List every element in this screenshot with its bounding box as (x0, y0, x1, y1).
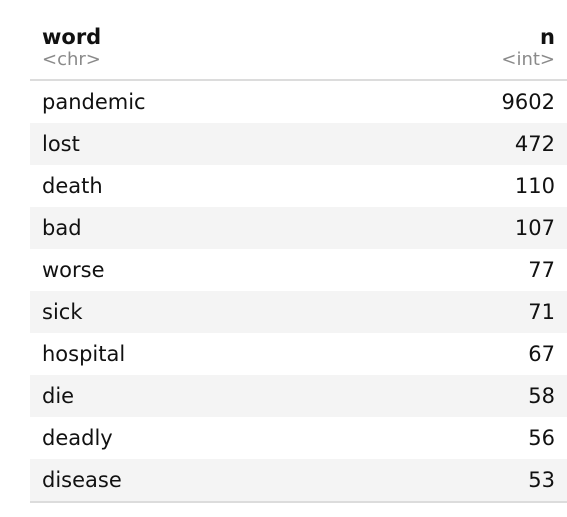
table-row: disease 53 (30, 459, 567, 503)
cell-word: deadly (42, 426, 113, 450)
column-header-word: word <chr> (30, 0, 350, 81)
cell-n: 58 (350, 375, 567, 417)
header-row: word <chr> n <int> (30, 0, 567, 81)
column-header-n: n <int> (350, 0, 567, 81)
cell-word: pandemic (42, 90, 146, 114)
column-name-n: n (540, 25, 555, 49)
cell-n: 107 (350, 207, 567, 249)
column-type-word: <chr> (42, 49, 101, 70)
table-row: pandemic 9602 (30, 80, 567, 123)
table-header: word <chr> n <int> (30, 0, 567, 81)
column-name-word: word (42, 25, 102, 49)
cell-n: 472 (350, 123, 567, 165)
cell-n: 110 (514, 174, 555, 198)
cell-n: 77 (528, 258, 555, 282)
table-row: hospital 67 (30, 333, 567, 375)
cell-word: lost (30, 123, 350, 165)
table-row: worse 77 (30, 249, 567, 291)
table-row: deadly 56 (30, 417, 567, 459)
cell-word: die (30, 375, 350, 417)
table-row: die 58 (30, 375, 567, 417)
table-row: lost 472 (30, 123, 567, 165)
cell-word: bad (30, 207, 350, 249)
word-count-table: word <chr> n <int> pandemic 9602 lost 47… (30, 0, 567, 503)
column-type-n: <int> (501, 49, 555, 70)
cell-word: death (42, 174, 103, 198)
table-row: sick 71 (30, 291, 567, 333)
cell-n: 53 (350, 459, 567, 503)
cell-n: 9602 (501, 90, 555, 114)
table-row: bad 107 (30, 207, 567, 249)
cell-n: 71 (350, 291, 567, 333)
cell-word: worse (42, 258, 105, 282)
table-body: pandemic 9602 lost 472 death 110 bad 107… (30, 80, 567, 503)
table-row: death 110 (30, 165, 567, 207)
cell-word: sick (30, 291, 350, 333)
cell-n: 67 (528, 342, 555, 366)
data-table-container: word <chr> n <int> pandemic 9602 lost 47… (30, 0, 567, 503)
cell-word: disease (30, 459, 350, 503)
cell-n: 56 (528, 426, 555, 450)
cell-word: hospital (42, 342, 126, 366)
